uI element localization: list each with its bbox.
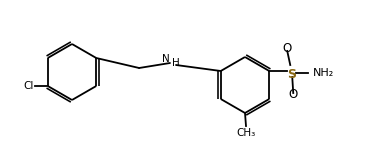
Text: S: S bbox=[287, 67, 296, 81]
Text: N: N bbox=[162, 54, 170, 64]
Text: CH₃: CH₃ bbox=[236, 128, 255, 138]
Text: NH₂: NH₂ bbox=[313, 68, 334, 78]
Text: O: O bbox=[283, 42, 292, 56]
Text: O: O bbox=[289, 88, 298, 101]
Text: Cl: Cl bbox=[23, 81, 34, 91]
Text: H: H bbox=[172, 58, 180, 68]
